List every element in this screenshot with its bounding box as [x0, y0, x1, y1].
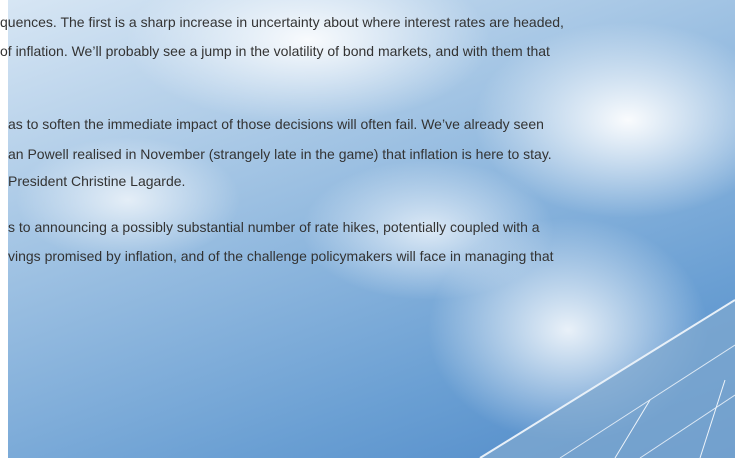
text-line: of inflation. We’ll probably see a jump … — [0, 42, 550, 60]
page: quences. The first is a sharp increase i… — [0, 0, 735, 458]
text-line: as to soften the immediate impact of tho… — [8, 115, 544, 133]
text-line: s to announcing a possibly substantial n… — [8, 218, 540, 236]
text-line: quences. The first is a sharp increase i… — [0, 13, 564, 31]
text-line: vings promised by inflation, and of the … — [8, 247, 554, 265]
text-line: an Powell realised in November (strangel… — [8, 145, 552, 163]
text-line: President Christine Lagarde. — [8, 172, 185, 190]
